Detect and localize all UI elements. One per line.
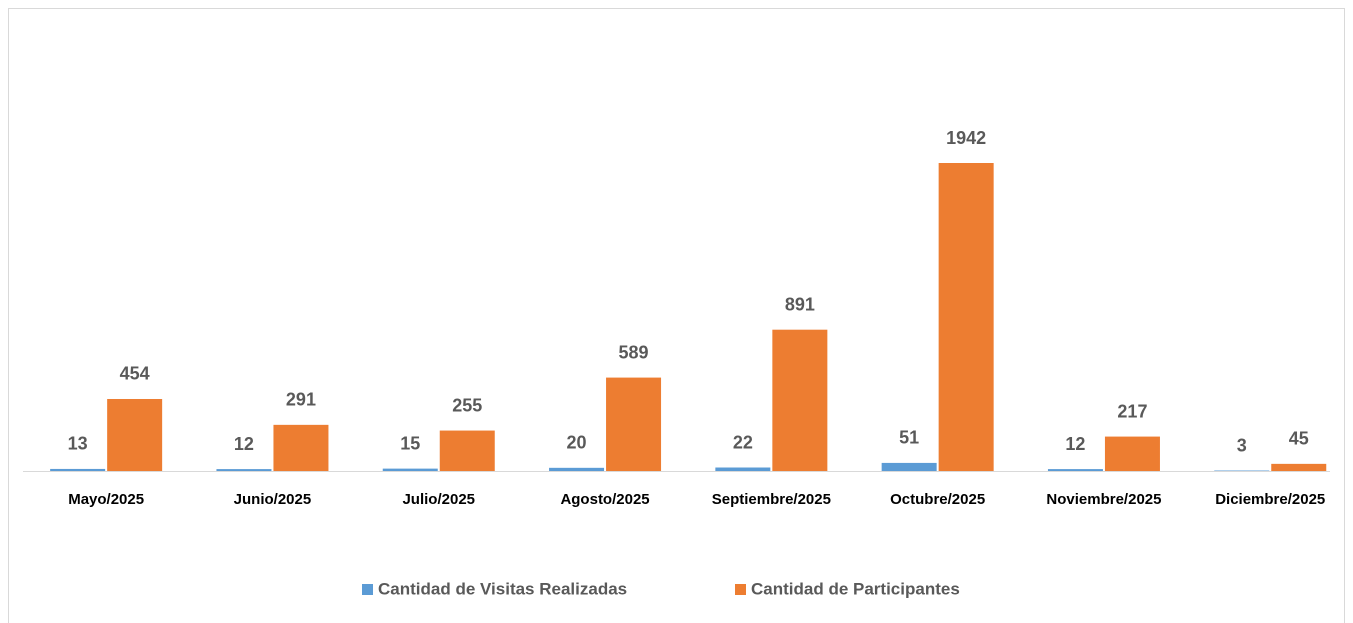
bar	[273, 424, 329, 471]
value-label: 20	[567, 433, 587, 453]
x-tick-label: Mayo/2025	[68, 491, 144, 508]
bar	[50, 468, 106, 471]
value-label: 51	[899, 428, 919, 448]
bar	[382, 468, 438, 471]
bar	[1104, 436, 1160, 471]
bar	[1271, 463, 1327, 471]
value-label: 22	[733, 432, 753, 452]
legend-swatch	[362, 584, 373, 595]
value-label: 12	[1065, 434, 1085, 454]
x-tick-label: Septiembre/2025	[712, 491, 831, 508]
bar	[216, 469, 272, 471]
value-label: 454	[120, 364, 150, 384]
chart-frame	[8, 8, 1345, 623]
value-label: 45	[1289, 429, 1309, 449]
x-tick-label: Julio/2025	[402, 491, 475, 508]
legend-label: Cantidad de Participantes	[751, 579, 960, 598]
legend-label: Cantidad de Visitas Realizadas	[378, 579, 627, 598]
value-label: 1942	[946, 128, 986, 148]
value-label: 217	[1117, 401, 1147, 421]
x-tick-label: Octubre/2025	[890, 491, 985, 508]
value-label: 891	[785, 294, 815, 314]
bar	[881, 462, 937, 471]
value-label: 3	[1237, 435, 1247, 455]
bar	[938, 163, 994, 471]
value-label: 255	[452, 395, 482, 415]
x-tick-label: Junio/2025	[234, 491, 312, 508]
bar	[439, 430, 495, 471]
bar	[606, 377, 662, 471]
x-tick-label: Noviembre/2025	[1046, 491, 1161, 508]
bar	[1047, 469, 1103, 471]
value-label: 12	[234, 434, 254, 454]
value-label: 291	[286, 390, 316, 410]
bar	[107, 398, 163, 471]
legend-swatch	[735, 584, 746, 595]
value-label: 13	[68, 434, 88, 454]
value-label: 15	[400, 433, 420, 453]
bar	[715, 467, 771, 471]
x-tick-label: Diciembre/2025	[1215, 491, 1325, 508]
value-label: 589	[619, 342, 649, 362]
bar	[772, 329, 828, 471]
x-tick-label: Agosto/2025	[560, 491, 649, 508]
bar	[549, 467, 605, 471]
